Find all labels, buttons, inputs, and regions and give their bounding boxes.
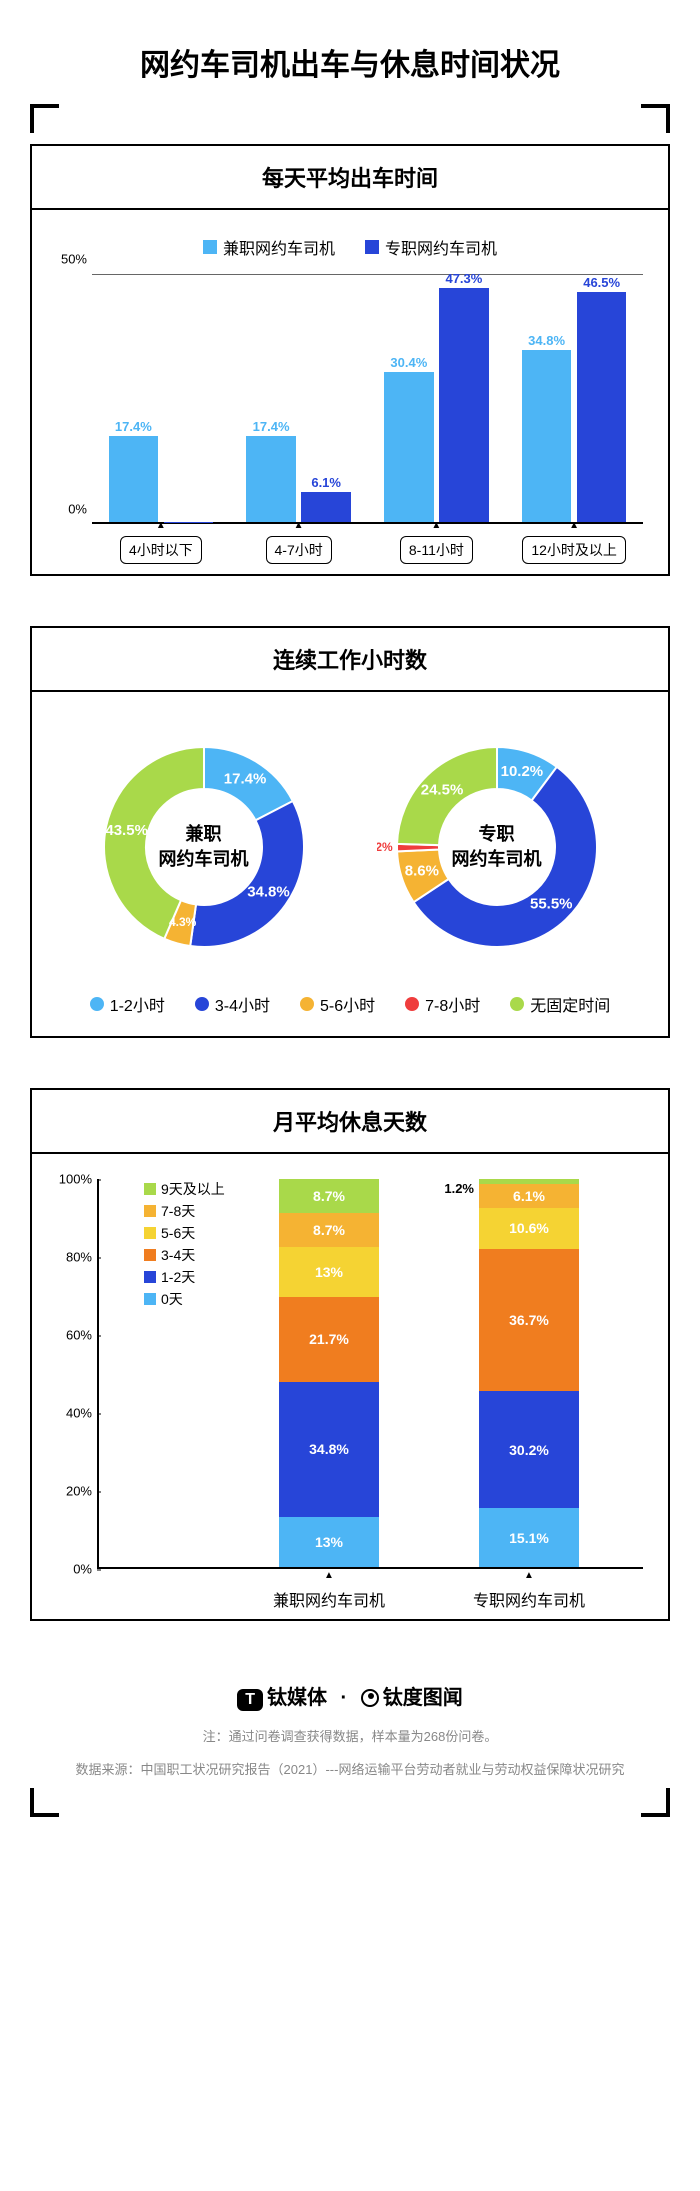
- bar-yaxis: 0%50%: [57, 274, 92, 524]
- bar: 47.3%: [439, 288, 489, 522]
- stack-segment: 15.1%: [479, 1508, 579, 1567]
- stack-segment: 8.7%: [279, 1213, 379, 1247]
- legend-item: 5-6小时: [300, 992, 375, 1016]
- stack-segment: 8.7%: [279, 1179, 379, 1213]
- brand-row: T钛媒体 · 钛度图闻: [0, 1671, 700, 1721]
- svg-text:4.3%: 4.3%: [168, 915, 196, 929]
- stacked-chart: 0%20%40%60%80%100% 9天及以上7-8天5-6天3-4天1-2天…: [57, 1179, 643, 1599]
- panel-bar-chart: 每天平均出车时间 兼职网约车司机专职网约车司机 0%50% 17.4%17.4%…: [30, 144, 670, 576]
- page-title: 网约车司机出车与休息时间状况: [0, 0, 700, 104]
- legend-item: 专职网约车司机: [365, 235, 497, 259]
- bar: 46.5%: [577, 292, 627, 522]
- stack-segment: 36.7%: [479, 1249, 579, 1391]
- panel-title: 连续工作小时数: [32, 628, 668, 692]
- legend-item: 7-8天: [144, 1201, 225, 1221]
- stacked-column: 15.1%30.2%36.7%10.6%6.1%▲专职网约车司机1.2%: [479, 1179, 579, 1567]
- stack-segment: 13%: [279, 1517, 379, 1567]
- stack-segment: 13%: [279, 1247, 379, 1297]
- panel-stacked-chart: 月平均休息天数 0%20%40%60%80%100% 9天及以上7-8天5-6天…: [30, 1088, 670, 1621]
- panel-title: 月平均休息天数: [32, 1090, 668, 1154]
- bar-group: 34.8%46.5%: [505, 275, 643, 522]
- donut-legend: 1-2小时 3-4小时 5-6小时 7-8小时 无固定时间: [57, 992, 643, 1016]
- stack-column-label: 专职网约车司机: [473, 1587, 585, 1611]
- panel-donut-chart: 连续工作小时数 17.4% 34.8% 4.3% 43.5% 兼职网约车司机 10.2% 5…: [30, 626, 670, 1038]
- brand-logo1: 钛媒体: [267, 1687, 327, 1709]
- legend-item: 兼职网约车司机: [203, 235, 335, 259]
- legend-item: 无固定时间: [510, 992, 610, 1016]
- brand-logo-icon: T: [237, 1689, 263, 1711]
- legend-item: 1-2小时: [90, 992, 165, 1016]
- bar-category: 12小时及以上: [505, 524, 643, 554]
- stack-yaxis: 0%20%40%60%80%100%: [57, 1179, 97, 1599]
- bar-group: 17.4%6.1%: [230, 275, 368, 522]
- bar-category: 8-11小时: [368, 524, 506, 554]
- svg-text:10.2%: 10.2%: [500, 763, 543, 780]
- svg-text:8.6%: 8.6%: [404, 862, 438, 879]
- stack-segment: 30.2%: [479, 1391, 579, 1508]
- frame-bottom-corners: [30, 1787, 670, 1817]
- svg-text:1.2%: 1.2%: [377, 840, 393, 854]
- stack-segment: 21.7%: [279, 1297, 379, 1381]
- brand-separator: ·: [341, 1687, 348, 1709]
- bar: 17.4%: [109, 436, 159, 522]
- svg-text:24.5%: 24.5%: [420, 781, 463, 798]
- bar-category: 4-7小时: [230, 524, 368, 554]
- content-frame: 每天平均出车时间 兼职网约车司机专职网约车司机 0%50% 17.4%17.4%…: [30, 104, 670, 1621]
- donut-center-label: 专职网约车司机: [452, 822, 542, 872]
- donut-center-label: 兼职网约车司机: [159, 822, 249, 872]
- bar-chart: 0%50% 17.4%17.4%6.1%30.4%47.3%34.8%46.5%…: [57, 274, 643, 554]
- bar-group: 30.4%47.3%: [368, 275, 506, 522]
- svg-text:34.8%: 34.8%: [247, 884, 290, 901]
- stack-segment: 6.1%: [479, 1184, 579, 1208]
- svg-text:43.5%: 43.5%: [105, 822, 148, 839]
- bar: 34.8%: [522, 350, 572, 522]
- brand-logo2-icon: [361, 1689, 379, 1707]
- stacked-column: 13%34.8%21.7%13%8.7%8.7%▲兼职网约车司机: [279, 1179, 379, 1567]
- legend-item: 5-6天: [144, 1223, 225, 1243]
- legend-item: 0天: [144, 1289, 225, 1309]
- bar-legend: 兼职网约车司机 专职网约车司机: [57, 235, 643, 259]
- footnote: 数据来源：中国职工状况研究报告（2021）---网络运输平台劳动者就业与劳动权益…: [0, 1754, 700, 1787]
- bar-plot: 17.4%17.4%6.1%30.4%47.3%34.8%46.5%: [92, 274, 643, 524]
- bar: 17.4%: [246, 436, 296, 522]
- bar-xaxis: 4小时以下4-7小时8-11小时12小时及以上: [92, 524, 643, 554]
- stack-legend: 9天及以上7-8天5-6天3-4天1-2天0天: [144, 1179, 225, 1311]
- bar-category: 4小时以下: [92, 524, 230, 554]
- footnote: 注：通过问卷调查获得数据，样本量为268份问卷。: [0, 1721, 700, 1754]
- svg-text:55.5%: 55.5%: [529, 895, 572, 912]
- bar: 6.1%: [301, 492, 351, 522]
- bar-group: 17.4%: [92, 275, 230, 522]
- legend-item: 3-4小时: [195, 992, 270, 1016]
- svg-text:17.4%: 17.4%: [223, 770, 266, 787]
- donut-chart: 10.2% 55.5% 8.6% 1.2% 24.5% 专职网约车司机: [377, 727, 617, 967]
- stack-column-label: 兼职网约车司机: [273, 1587, 385, 1611]
- donut-chart: 17.4% 34.8% 4.3% 43.5% 兼职网约车司机: [84, 727, 324, 967]
- panel-title: 每天平均出车时间: [32, 146, 668, 210]
- legend-item: 1-2天: [144, 1267, 225, 1287]
- stack-segment: 10.6%: [479, 1208, 579, 1249]
- legend-item: 7-8小时: [405, 992, 480, 1016]
- stack-plot: 9天及以上7-8天5-6天3-4天1-2天0天 13%34.8%21.7%13%…: [97, 1179, 643, 1569]
- legend-item: 9天及以上: [144, 1179, 225, 1199]
- stack-segment: 34.8%: [279, 1382, 379, 1517]
- legend-item: 3-4天: [144, 1245, 225, 1265]
- infographic-page: 网约车司机出车与休息时间状况 每天平均出车时间 兼职网约车司机专职网约车司机 0…: [0, 0, 700, 1847]
- bar: 30.4%: [384, 372, 434, 522]
- donut-row: 17.4% 34.8% 4.3% 43.5% 兼职网约车司机 10.2% 55.5% 8.6%…: [57, 727, 643, 967]
- brand-logo2: 钛度图闻: [383, 1687, 463, 1709]
